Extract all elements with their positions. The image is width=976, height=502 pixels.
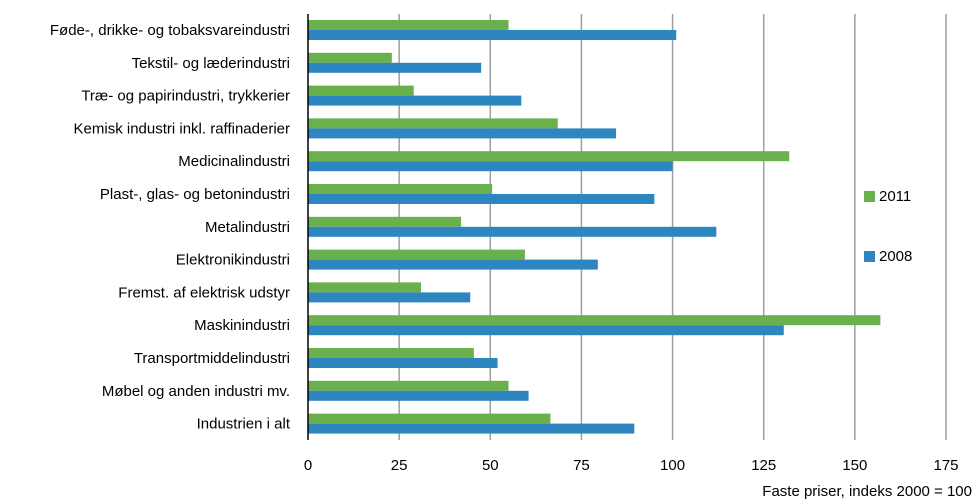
bar-2011-10 — [308, 348, 474, 358]
x-tick-label-100: 100 — [660, 457, 685, 474]
bar-2008-8 — [308, 292, 471, 303]
bar-2011-0 — [308, 20, 509, 30]
x-tick-label-75: 75 — [573, 457, 590, 474]
legend-swatch-2011 — [864, 191, 875, 202]
x-tick-label-125: 125 — [751, 457, 776, 474]
category-label-8: Fremst. af elektrisk udstyr — [118, 284, 290, 301]
bar-2008-6 — [308, 226, 717, 237]
bar-2008-11 — [308, 390, 529, 401]
legend-swatch-2008 — [864, 251, 875, 262]
bar-2008-7 — [308, 259, 598, 270]
x-tick-label-150: 150 — [842, 457, 867, 474]
category-label-11: Møbel og anden industri mv. — [102, 383, 290, 400]
bars — [308, 20, 881, 434]
bar-2008-10 — [308, 358, 498, 368]
bar-2011-7 — [308, 249, 525, 260]
bar-2008-4 — [308, 161, 673, 172]
bar-2008-12 — [308, 423, 635, 434]
x-tick-labels: 0 25 50 75 100 125 150 175 — [304, 457, 959, 474]
category-label-9: Maskinindustri — [194, 317, 290, 334]
legend-label-2008: 2008 — [879, 248, 912, 265]
bar-2011-8 — [308, 282, 422, 293]
bar-2008-5 — [308, 194, 655, 204]
category-label-10: Transportmiddelindustri — [134, 350, 290, 367]
bar-2011-11 — [308, 380, 509, 391]
category-label-1: Tekstil- og læderindustri — [132, 55, 290, 72]
bar-2008-2 — [308, 95, 522, 106]
legend: 2011 2008 — [864, 188, 912, 265]
category-labels: Føde-, drikke- og tobaksvareindustri Teks… — [50, 22, 291, 433]
bar-2011-9 — [308, 315, 881, 326]
x-tick-label-0: 0 — [304, 457, 312, 474]
bar-2011-1 — [308, 52, 392, 63]
bar-2011-3 — [308, 118, 558, 129]
x-tick-label-175: 175 — [933, 457, 958, 474]
x-tick-label-25: 25 — [391, 457, 408, 474]
bar-2011-12 — [308, 413, 551, 424]
bar-2008-0 — [308, 30, 677, 40]
legend-label-2011: 2011 — [879, 188, 911, 205]
category-label-4: Medicinalindustri — [178, 153, 290, 170]
bar-2011-6 — [308, 216, 462, 227]
category-label-0: Føde-, drikke- og tobaksvareindustri — [50, 22, 290, 39]
category-label-12: Industrien i alt — [197, 416, 291, 433]
bar-2011-2 — [308, 85, 414, 96]
x-unit-label: Faste priser, indeks 2000 = 100 — [762, 483, 972, 500]
bar-2011-5 — [308, 184, 493, 194]
bar-2008-3 — [308, 128, 617, 139]
bar-2011-4 — [308, 151, 790, 162]
category-label-3: Kemisk industri inkl. raffinaderier — [74, 120, 290, 137]
bar-2008-9 — [308, 325, 784, 336]
x-tick-label-50: 50 — [482, 457, 499, 474]
category-label-2: Træ- og papirindustri, trykkerier — [81, 88, 290, 105]
bar-2008-1 — [308, 62, 482, 73]
category-label-7: Elektronikindustri — [176, 252, 290, 269]
category-label-6: Metalindustri — [205, 219, 290, 236]
category-label-5: Plast-, glas- og betonindustri — [100, 186, 290, 203]
